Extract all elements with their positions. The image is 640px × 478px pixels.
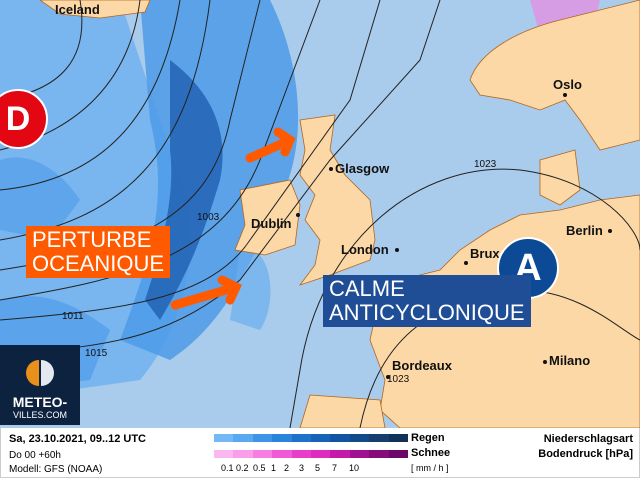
tick-label: 10 [349, 463, 360, 473]
tick-label: 5 [315, 463, 321, 473]
rain-color-scale [214, 434, 408, 442]
model-name: Modell: GFS (NOAA) [9, 464, 103, 475]
color-swatch [349, 450, 370, 458]
isobar-label: 1015 [85, 348, 108, 359]
city-label: Iceland [55, 2, 100, 17]
snow-label: Schnee [411, 447, 451, 459]
label-line: PERTURBE [32, 227, 152, 252]
model-run: Do 00 +60h [9, 450, 61, 461]
spain [299, 394, 386, 428]
color-swatch [214, 450, 234, 458]
logo-icon [26, 360, 54, 386]
logo-text: VILLES.COM [12, 410, 68, 420]
snow-color-scale [214, 450, 408, 458]
color-swatch [310, 450, 331, 458]
low-pressure-marker: D [0, 89, 48, 149]
color-swatch [233, 450, 253, 458]
color-swatch [233, 434, 253, 442]
tick-label: 3 [299, 463, 305, 473]
scandinavia [469, 0, 640, 151]
color-swatch [369, 434, 389, 442]
isobar-label: 1023 [474, 159, 497, 170]
denmark [539, 149, 581, 206]
city-label: Glasgow [335, 161, 390, 176]
color-swatch [214, 434, 234, 442]
color-swatch [272, 434, 292, 442]
color-swatch [330, 434, 350, 442]
high-pressure-label: CALME ANTICYCLONIQUE [323, 275, 531, 327]
city-label: Milano [549, 353, 591, 368]
city-label: Oslo [553, 77, 582, 92]
legend-subtitle: Bodendruck [hPa] [538, 448, 633, 460]
color-swatch [252, 434, 273, 442]
precipitation-area [0, 0, 600, 400]
arrow-icon [170, 127, 296, 310]
tick-label: 0.5 [253, 463, 266, 473]
rain-label: Regen [411, 432, 445, 444]
iceland [39, 0, 151, 19]
legend-title: Niederschlagsart [543, 433, 633, 445]
isobar-label: 1023 [387, 374, 410, 385]
tick-label: 7 [332, 463, 338, 473]
legend: Sa, 23.10.2021, 09..12 UTC Do 00 +60h Mo… [0, 428, 640, 478]
color-swatch [291, 450, 311, 458]
city-label: Dublin [251, 216, 292, 231]
color-swatch [388, 434, 408, 442]
city-label: Berlin [566, 223, 603, 238]
tick-label: 0.1 [221, 463, 234, 473]
isobar-label: 1011 [62, 311, 84, 322]
low-symbol: D [5, 99, 31, 138]
color-swatch [330, 450, 350, 458]
color-swatch [272, 450, 292, 458]
logo: METEO- VILLES.COM [0, 345, 80, 425]
tick-label: 2 [284, 463, 290, 473]
label-line: ANTICYCLONIQUE [329, 300, 525, 325]
city-label: London [341, 242, 389, 257]
color-swatch [310, 434, 331, 442]
color-swatch [252, 450, 273, 458]
label-line: OCEANIQUE [32, 251, 165, 276]
tick-label: 1 [271, 463, 277, 473]
color-swatch [291, 434, 311, 442]
weather-map [0, 0, 640, 428]
logo-text: METEO- [12, 394, 68, 410]
low-pressure-label: PERTURBE OCEANIQUE [26, 226, 171, 278]
color-swatch [369, 450, 389, 458]
ireland [234, 179, 301, 256]
city-label: Brux [470, 246, 500, 261]
label-line: CALME [329, 276, 405, 301]
color-swatch [388, 450, 408, 458]
forecast-datetime: Sa, 23.10.2021, 09..12 UTC [9, 433, 146, 445]
color-swatch [349, 434, 370, 442]
unit-label: [ mm / h ] [411, 463, 449, 473]
city-label: Bordeaux [392, 358, 452, 373]
isobar-label: 1003 [197, 212, 220, 223]
tick-label: 0.2 [236, 463, 249, 473]
